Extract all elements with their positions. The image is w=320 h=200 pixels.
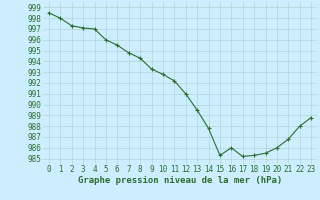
X-axis label: Graphe pression niveau de la mer (hPa): Graphe pression niveau de la mer (hPa) xyxy=(78,176,282,185)
